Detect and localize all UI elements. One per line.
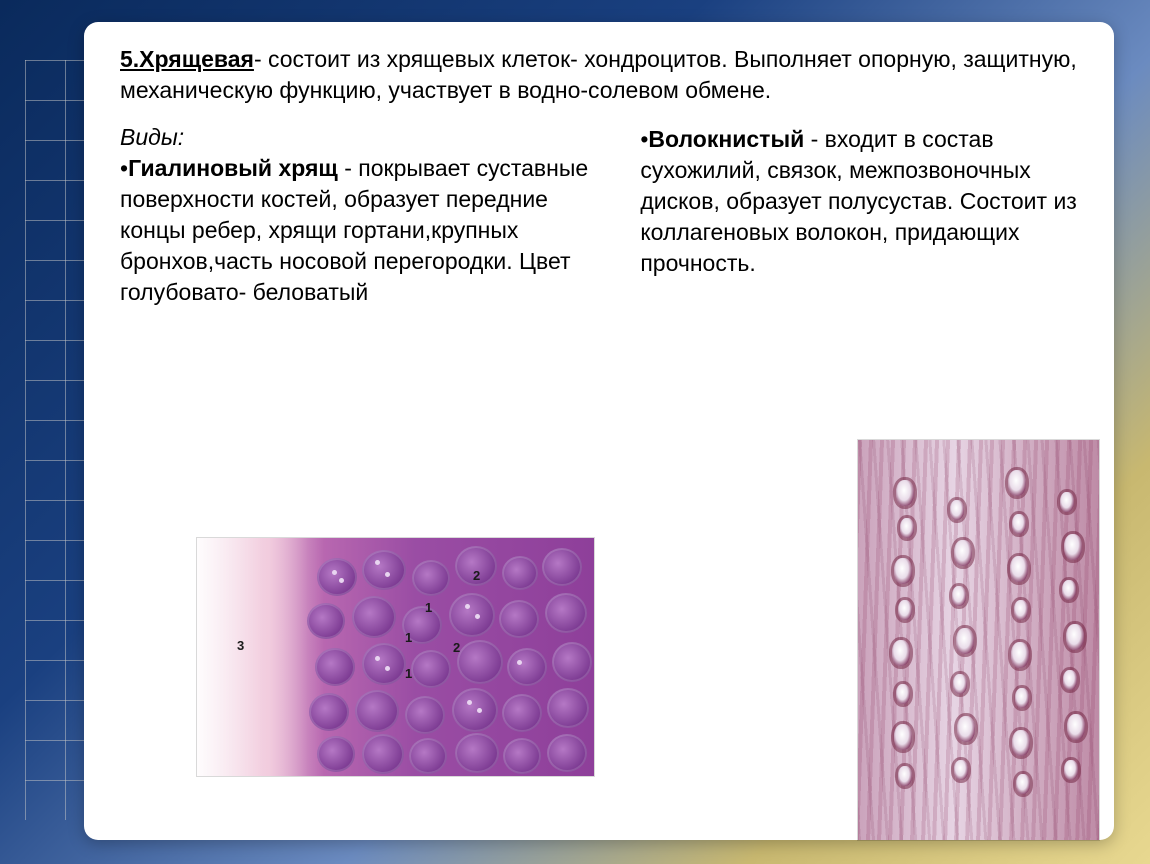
hyaline-term: Гиалиновый хрящ (128, 155, 338, 181)
label-2a: 2 (473, 568, 480, 583)
label-1a: 1 (425, 600, 432, 615)
fibrous-bullet: •Волокнистый - входит в состав сухожилий… (640, 124, 1084, 279)
column-right: •Волокнистый - входит в состав сухожилий… (640, 124, 1084, 328)
label-3: 3 (237, 638, 244, 653)
heading-label: 5.Хрящевая (120, 46, 254, 72)
types-subhead: Виды: (120, 124, 610, 151)
fibrous-tissue (858, 440, 1099, 840)
hyaline-tissue: 2 1 1 2 1 3 (197, 538, 594, 776)
heading-rest: - состоит из хрящевых клеток- хондроцито… (120, 46, 1077, 103)
label-2b: 2 (453, 640, 460, 655)
slide-heading: 5.Хрящевая- состоит из хрящевых клеток- … (114, 44, 1084, 106)
slide-card: 5.Хрящевая- состоит из хрящевых клеток- … (84, 22, 1114, 840)
hyaline-bullet: •Гиалиновый хрящ - покрывает суставные п… (120, 153, 610, 308)
fibrous-micrograph (858, 440, 1099, 840)
column-left: Виды: •Гиалиновый хрящ - покрывает суста… (120, 124, 610, 328)
content-columns: Виды: •Гиалиновый хрящ - покрывает суста… (114, 124, 1084, 328)
label-1b: 1 (405, 630, 412, 645)
hyaline-micrograph: 2 1 1 2 1 3 (197, 538, 594, 776)
fibrous-term: Волокнистый (648, 126, 804, 152)
label-1c: 1 (405, 666, 412, 681)
